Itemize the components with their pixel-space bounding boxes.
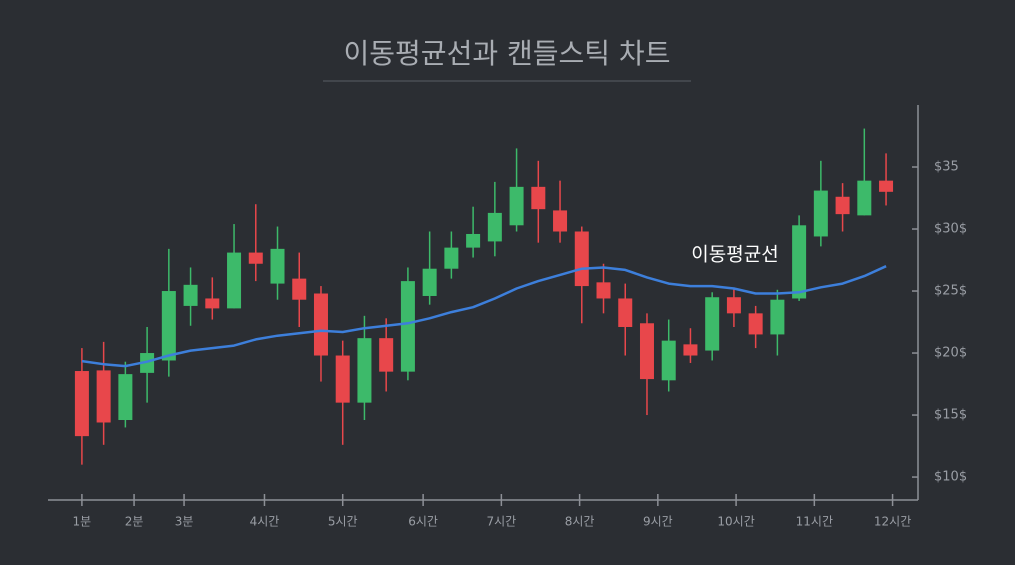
x-tick-label: 3분 — [175, 515, 194, 529]
candle-body — [74, 371, 89, 437]
x-tick-label: 2분 — [125, 515, 144, 529]
candle-body — [574, 231, 589, 287]
y-tick-label: $35 — [934, 160, 959, 175]
x-tick-label: 1분 — [73, 515, 92, 529]
candle-body — [96, 370, 111, 423]
x-tick-label: 10시간 — [717, 515, 754, 529]
y-tick-label: $25$ — [934, 284, 967, 299]
candle-body — [726, 297, 741, 314]
candle-body — [553, 210, 568, 232]
candle-body — [879, 180, 894, 192]
candle-body — [661, 340, 676, 381]
candle-body — [444, 247, 459, 269]
candle-body — [248, 252, 263, 264]
candle-body — [857, 180, 872, 216]
x-tick-label: 8시간 — [565, 515, 595, 529]
candle-body — [466, 233, 481, 248]
candle-body — [400, 281, 415, 372]
candle-body — [792, 225, 807, 299]
candle-body — [292, 278, 307, 300]
candle-body — [379, 338, 394, 372]
candle-body — [705, 297, 720, 351]
moving-average-label: 이동평균선 — [691, 244, 778, 266]
candle-body — [813, 190, 828, 237]
y-tick-label: $15$ — [934, 408, 967, 423]
candle-body — [748, 313, 763, 335]
candle-body — [227, 252, 242, 309]
x-tick-label: 6시간 — [408, 515, 438, 529]
candle-body — [683, 344, 698, 356]
candle-body — [313, 293, 328, 356]
chart-title: 이동평균선과 캔들스틱 차트 — [344, 37, 671, 70]
y-tick-label: $20$ — [934, 346, 967, 361]
candle-body — [422, 268, 437, 296]
x-tick-label: 9시간 — [643, 515, 673, 529]
x-tick-label: 11시간 — [796, 515, 833, 529]
candle-body — [183, 284, 198, 306]
candle-body — [205, 298, 220, 309]
y-tick-label: $10$ — [934, 470, 967, 485]
candle-body — [357, 338, 372, 403]
candle-body — [596, 282, 611, 299]
x-tick-label: 5시간 — [328, 515, 358, 529]
candle-body — [118, 374, 133, 421]
candle-body — [335, 355, 350, 403]
candle-body — [770, 299, 785, 335]
candle-body — [270, 248, 285, 284]
moving-average-line — [81, 265, 887, 368]
x-tick-label: 12시간 — [874, 515, 911, 529]
x-tick-label: 7시간 — [487, 515, 517, 529]
candle-body — [487, 212, 502, 242]
x-tick-label: 4시간 — [250, 515, 280, 529]
candle-body — [639, 323, 654, 380]
candle-body — [618, 298, 633, 327]
candle-body — [509, 186, 524, 226]
candle-body — [531, 186, 546, 210]
y-tick-label: $30$ — [934, 222, 967, 237]
candle-body — [835, 196, 850, 215]
candle-body — [161, 291, 176, 361]
